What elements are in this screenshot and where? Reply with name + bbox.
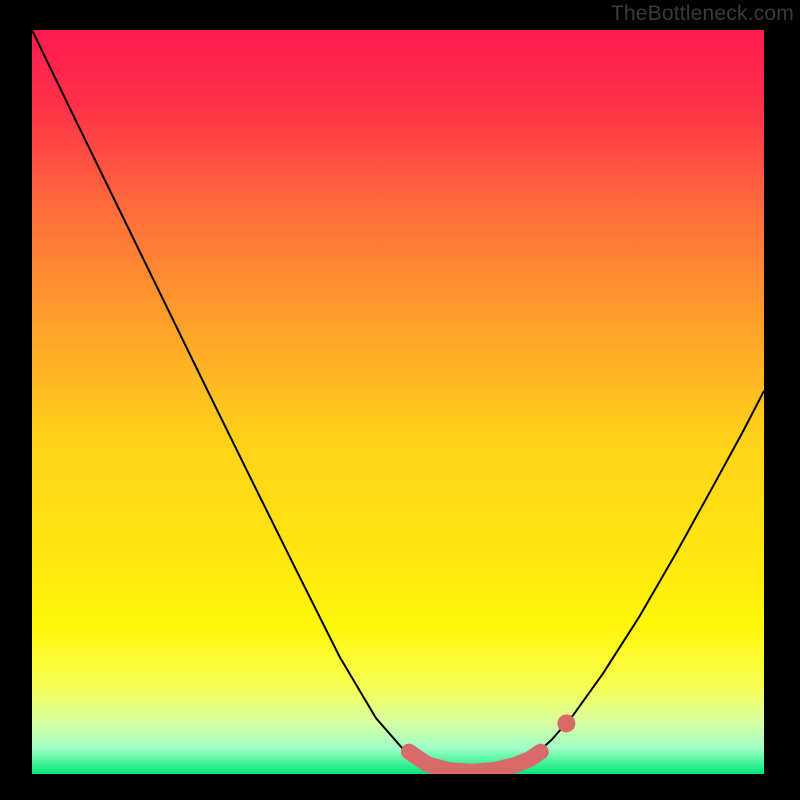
watermark-text: TheBottleneck.com — [611, 2, 794, 26]
frame-bottom — [0, 774, 800, 800]
frame-left — [0, 0, 32, 800]
frame-right — [764, 0, 800, 800]
highlight-overlay — [32, 30, 764, 774]
plot-area — [32, 30, 764, 774]
